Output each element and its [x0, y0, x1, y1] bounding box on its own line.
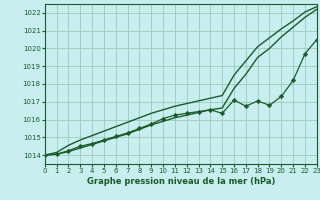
X-axis label: Graphe pression niveau de la mer (hPa): Graphe pression niveau de la mer (hPa) — [87, 177, 275, 186]
